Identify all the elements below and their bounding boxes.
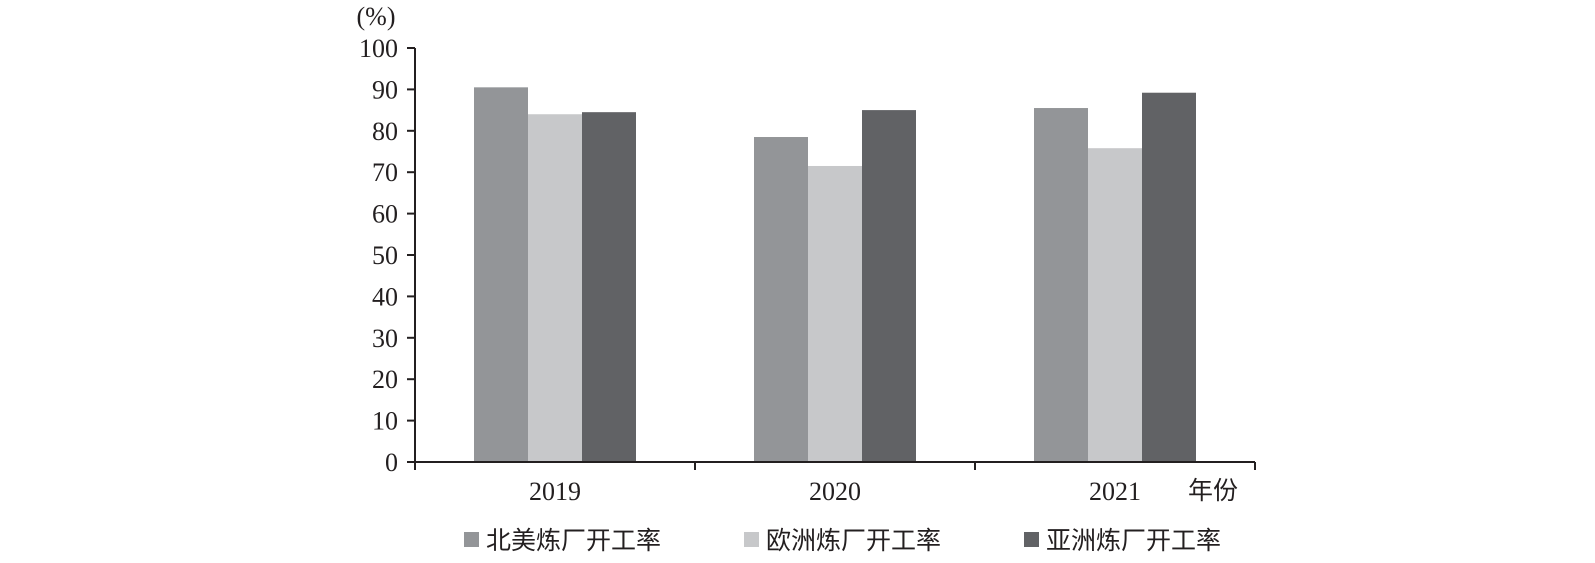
- bar-2019-series-1: [474, 87, 528, 462]
- x-axis-label: 年份: [1188, 476, 1238, 505]
- bar-2021-series-2: [1088, 148, 1142, 463]
- legend-label: 亚洲炼厂开工率: [1046, 526, 1221, 555]
- y-tick-label: 40: [372, 282, 398, 311]
- y-tick-label: 30: [372, 324, 398, 353]
- y-tick-label: 70: [372, 158, 398, 187]
- y-tick-label: 10: [372, 407, 398, 436]
- x-tick-label: 2020: [809, 477, 861, 506]
- y-tick-label: 90: [372, 75, 398, 104]
- bar-2019-series-2: [528, 114, 582, 463]
- legend-label: 北美炼厂开工率: [486, 526, 661, 555]
- y-axis-label: (%): [357, 2, 396, 31]
- x-axis-tick-labels: 2019 2020 2021: [529, 477, 1141, 506]
- legend-swatch: [1024, 532, 1039, 547]
- legend-label: 欧洲炼厂开工率: [766, 526, 941, 555]
- bar-2021-series-3: [1142, 92, 1196, 462]
- y-tick-label: 60: [372, 200, 398, 229]
- y-tick-label: 50: [372, 241, 398, 270]
- bar-2020-series-3: [862, 110, 916, 462]
- bar-2020-series-2: [808, 165, 862, 463]
- y-tick-label: 0: [385, 448, 398, 477]
- bars: [474, 87, 1196, 463]
- y-tick-label: 20: [372, 365, 398, 394]
- y-tick-label: 100: [359, 34, 398, 63]
- bar-2019-series-3: [582, 112, 636, 463]
- bar-2020-series-1: [754, 137, 808, 462]
- y-tick-label: 80: [372, 117, 398, 146]
- legend-swatch: [744, 532, 759, 547]
- x-axis-ticks: [414, 462, 1256, 470]
- bar-2021-series-1: [1034, 108, 1088, 462]
- x-tick-label: 2021: [1089, 477, 1141, 506]
- legend-swatch: [464, 532, 479, 547]
- legend: 北美炼厂开工率 欧洲炼厂开工率 亚洲炼厂开工率: [464, 526, 1221, 555]
- x-tick-label: 2019: [529, 477, 581, 506]
- y-axis-ticks: 0 10 20 30 40 50 60 70 80 90 100: [359, 34, 415, 477]
